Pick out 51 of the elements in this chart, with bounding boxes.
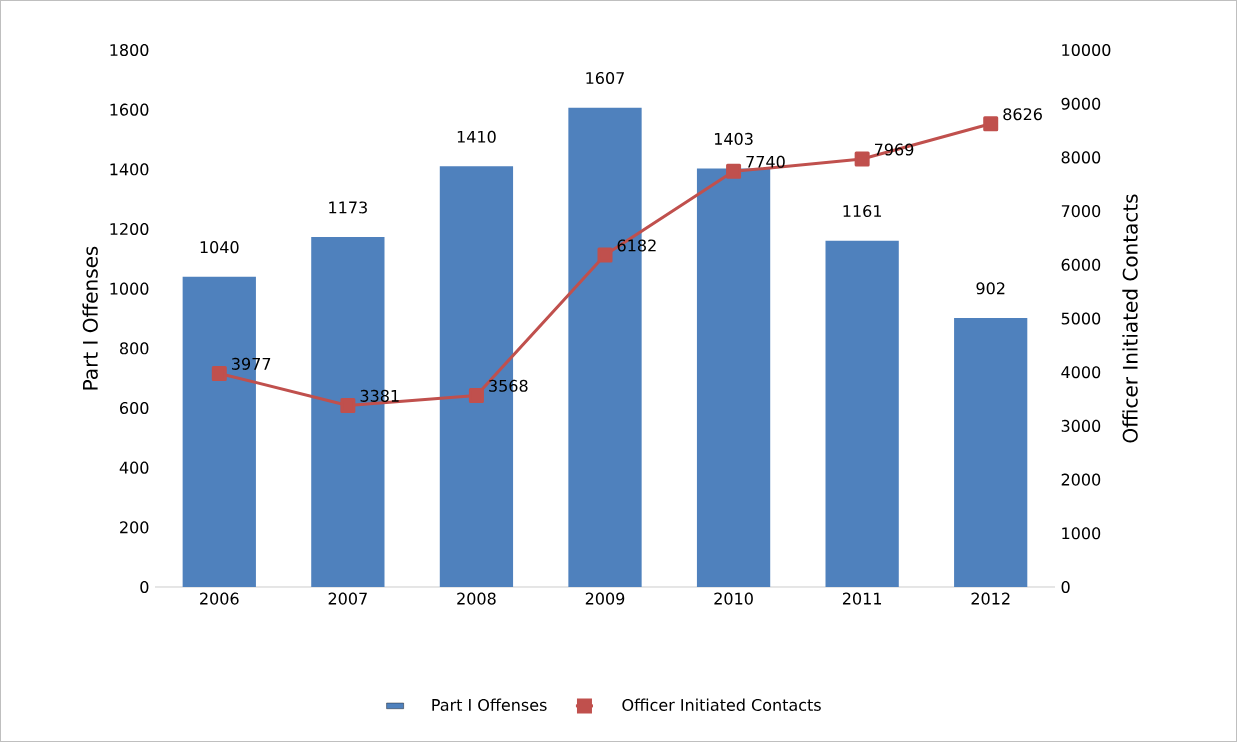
data-label: 1403 (714, 132, 753, 145)
x-tick-label: 2006 (200, 592, 239, 605)
data-label: 1607 (586, 71, 624, 85)
y2-tick-label: 4000 (1061, 366, 1101, 379)
legend-label: Part I Offenses (432, 698, 547, 711)
y-tick-label: 1200 (110, 222, 149, 236)
y2-tick-label: 0 (1061, 580, 1070, 594)
y-tick-label: 600 (120, 401, 149, 415)
y-tick-label: 0 (140, 580, 149, 594)
y-tick-label: 200 (120, 521, 149, 534)
y2-tick-label: 9000 (1061, 97, 1101, 110)
bar (954, 317, 1028, 587)
point (211, 365, 227, 381)
y2-tick-label: 1000 (1062, 527, 1101, 540)
y-axis-title: Part I Offenses (82, 246, 98, 390)
y-tick-label: 800 (120, 342, 149, 355)
data-label: 1173 (329, 201, 367, 214)
data-label: 8626 (1003, 108, 1042, 121)
data-label: 7740 (746, 155, 785, 168)
point (983, 116, 999, 132)
data-label: 902 (976, 282, 1005, 295)
data-label: 1161 (843, 205, 882, 218)
legend-label: Officer Initiated Contacts (622, 698, 821, 711)
y2-tick-label: 5000 (1061, 312, 1101, 325)
y-tick-label: 400 (119, 461, 149, 474)
x-tick-label: 2010 (714, 592, 753, 605)
point (597, 247, 613, 263)
y2-tick-label: 3000 (1061, 419, 1101, 432)
y-tick-label: 1800 (110, 43, 149, 57)
x-tick-label: 2008 (457, 592, 496, 605)
bar (696, 168, 771, 587)
y2-tick-label: 8000 (1061, 151, 1101, 164)
data-label: 1040 (200, 241, 239, 254)
point (854, 151, 870, 167)
y2-tick-label: 2000 (1061, 473, 1101, 486)
point (726, 163, 742, 179)
x-tick-label: 2009 (585, 592, 625, 605)
point (340, 397, 356, 413)
data-label: 1410 (457, 130, 496, 143)
y2-tick-label: 10000 (1062, 43, 1111, 57)
y2-axis-title: Officer Initiated Contacts (1122, 194, 1138, 443)
y2-tick-label: 7000 (1061, 205, 1101, 218)
bar (825, 240, 899, 587)
point (468, 387, 484, 403)
y-tick-label: 1600 (110, 103, 149, 116)
x-tick-label: 2012 (971, 592, 1010, 605)
x-tick-label: 2007 (328, 592, 367, 605)
y2-tick-label: 6000 (1061, 258, 1101, 271)
y-tick-label: 1400 (110, 163, 149, 176)
y-tick-label: 1000 (110, 282, 149, 295)
x-tick-label: 2011 (842, 592, 882, 605)
